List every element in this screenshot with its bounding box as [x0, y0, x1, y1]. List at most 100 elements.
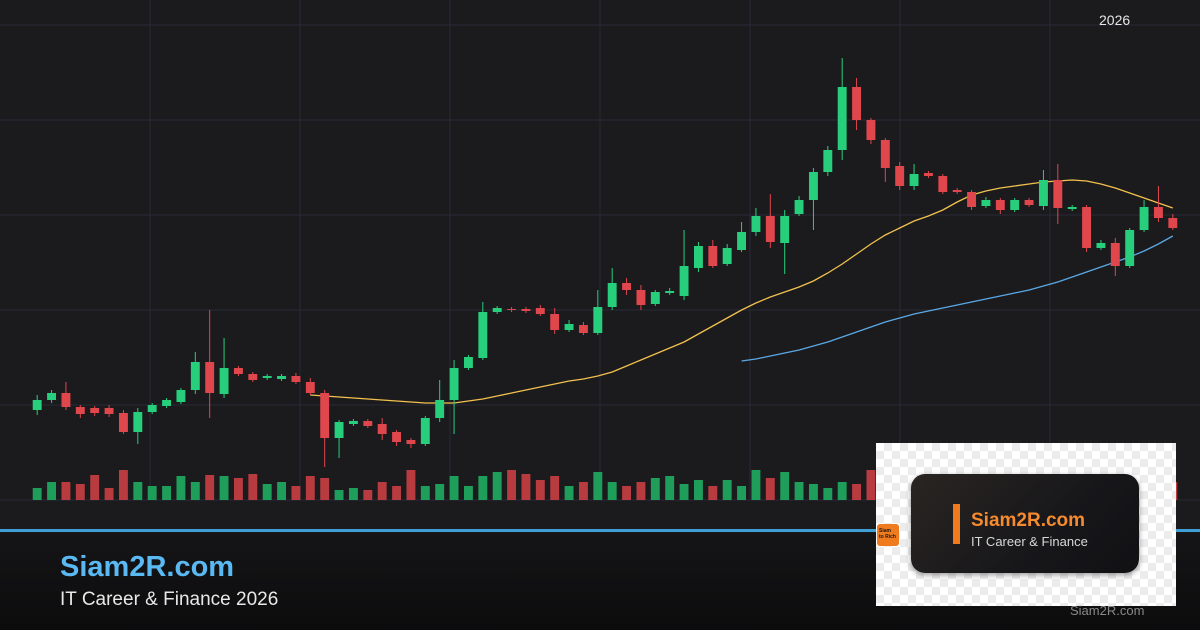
badge-line: Siam: [879, 528, 891, 534]
volume-bar: [420, 486, 430, 500]
candle-body: [1168, 218, 1178, 228]
candle-body: [780, 216, 790, 243]
candle-body: [90, 408, 100, 413]
candle-body: [262, 376, 272, 378]
candle-body: [363, 421, 373, 426]
candle-body: [233, 368, 243, 374]
candle-body: [190, 362, 200, 390]
candle-body: [162, 400, 172, 406]
volume-bar: [305, 476, 315, 500]
candle-body: [1110, 243, 1120, 266]
candle-body: [507, 309, 517, 310]
watermark: Siam2R.com: [1070, 603, 1145, 618]
candle-body: [1038, 180, 1048, 206]
candle-body: [679, 266, 689, 296]
volume-bar: [866, 470, 876, 500]
volume-bar: [104, 488, 114, 500]
volume-bar: [665, 476, 675, 500]
candle-body: [636, 290, 646, 305]
volume-bar: [219, 476, 229, 500]
volume-bar: [291, 486, 301, 500]
volume-bar: [823, 488, 833, 500]
candle-body: [305, 382, 315, 393]
candle-body: [1125, 230, 1135, 266]
volume-bar: [535, 480, 545, 500]
candle-body: [665, 291, 675, 293]
volume-bar: [737, 486, 747, 500]
candle-body: [420, 418, 430, 444]
candle-body: [564, 324, 574, 330]
candle-body: [895, 166, 905, 186]
volume-bar: [147, 486, 157, 500]
candle-body: [550, 314, 560, 330]
candle-body: [952, 190, 962, 192]
volume-bar: [190, 482, 200, 500]
candle-body: [866, 120, 876, 140]
volume-bar: [765, 478, 775, 500]
candle-body: [277, 376, 287, 379]
candle-body: [981, 200, 991, 206]
candle-body: [1010, 200, 1020, 210]
candle-body: [75, 407, 85, 414]
candle-body: [708, 246, 718, 266]
volume-bar: [118, 470, 128, 500]
volume-bar: [248, 474, 258, 500]
candle-body: [291, 376, 301, 382]
candle-body: [995, 200, 1005, 210]
candle-body: [219, 368, 229, 394]
volume-bar: [679, 484, 689, 500]
candle-body: [1053, 180, 1063, 208]
candle-body: [176, 390, 186, 402]
volume-bar: [449, 476, 459, 500]
volume-bar: [521, 474, 531, 500]
candle-body: [737, 232, 747, 250]
candle-body: [909, 174, 919, 186]
candle-body: [320, 393, 330, 438]
brand-subtitle: IT Career & Finance 2026: [60, 589, 279, 610]
candle-body: [334, 422, 344, 438]
candle-body: [1153, 207, 1163, 218]
candle-body: [967, 192, 977, 207]
candle-body: [852, 87, 862, 120]
volume-bar: [176, 476, 186, 500]
candle-body: [1139, 207, 1149, 230]
volume-bar: [205, 475, 215, 500]
candle-body: [607, 283, 617, 307]
volume-bar: [406, 470, 416, 500]
candle-body: [392, 432, 402, 442]
candle-body: [794, 200, 804, 214]
volume-bar: [61, 482, 71, 500]
volume-bar: [162, 486, 172, 500]
candle-body: [521, 309, 531, 311]
candle-body: [1067, 207, 1077, 209]
candle-body: [47, 393, 57, 400]
candle-body: [593, 307, 603, 333]
volume-bar: [262, 484, 272, 500]
volume-bar: [133, 482, 143, 500]
candle-body: [938, 176, 948, 192]
candle-body: [1096, 243, 1106, 248]
candle-body: [1082, 207, 1092, 248]
candle-body: [808, 172, 818, 200]
candle-body: [478, 312, 488, 358]
candle-body: [118, 413, 128, 432]
candle-body: [248, 374, 258, 380]
moving-average: [310, 179, 1174, 404]
volume-bar: [794, 482, 804, 500]
candle-body: [823, 150, 833, 172]
volume-bar: [751, 470, 761, 500]
badge-line: to Rich: [879, 534, 896, 540]
volume-bar: [622, 486, 632, 500]
candle-body: [578, 325, 588, 333]
candle-body: [435, 400, 445, 418]
volume-bar: [363, 490, 373, 500]
candle-body: [837, 87, 847, 150]
candle-body: [622, 283, 632, 290]
candle-body: [765, 216, 775, 242]
logo-subtitle: IT Career & Finance: [971, 534, 1088, 549]
volume-bar: [334, 490, 344, 500]
logo-image: Siam2R.com IT Career & Finance Siam to R…: [876, 443, 1176, 606]
volume-bar: [693, 480, 703, 500]
volume-bar: [808, 484, 818, 500]
